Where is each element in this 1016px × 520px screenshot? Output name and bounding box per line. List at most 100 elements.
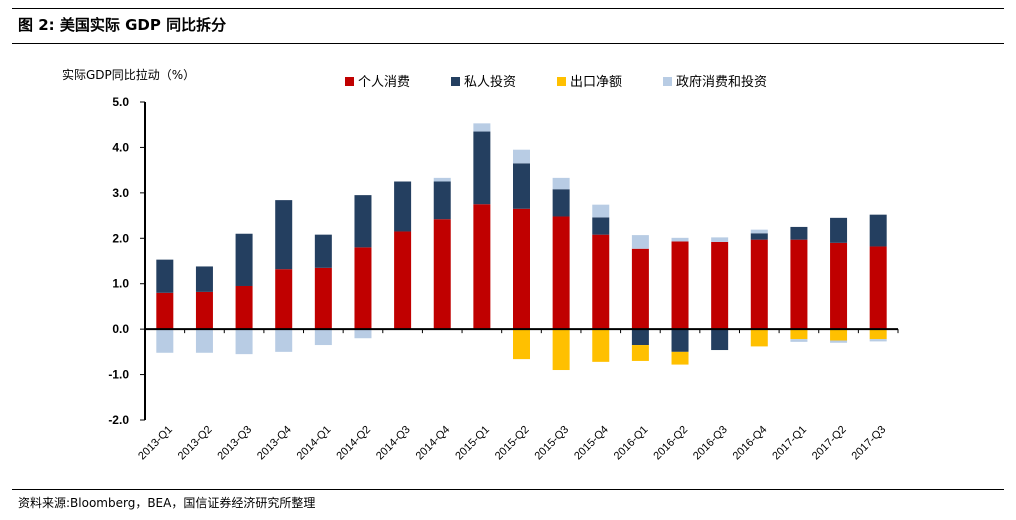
bar-segment bbox=[552, 329, 570, 371]
x-tick-label: 2013-Q3 bbox=[215, 424, 254, 463]
bar-segment bbox=[473, 123, 491, 132]
x-tick-label: 2016-Q4 bbox=[731, 424, 770, 463]
legend-label: 私人投资 bbox=[464, 74, 516, 90]
bar-segment bbox=[671, 241, 689, 330]
y-tick-label: 2.0 bbox=[112, 231, 129, 245]
bar-segment bbox=[711, 329, 729, 351]
bar-segment bbox=[592, 234, 610, 330]
bar-segment bbox=[671, 237, 689, 242]
bar-segment bbox=[750, 229, 768, 234]
x-tick-label: 2015-Q3 bbox=[532, 424, 571, 463]
bar-segment bbox=[275, 269, 293, 330]
bar-segment bbox=[156, 292, 174, 330]
bar-segment bbox=[394, 181, 412, 232]
x-tick-label: 2013-Q4 bbox=[255, 424, 294, 463]
bar-segment bbox=[314, 267, 332, 330]
bar-segment bbox=[235, 329, 253, 355]
bar-segment bbox=[314, 234, 332, 268]
bar-segment bbox=[869, 246, 887, 330]
legend-label: 政府消费和投资 bbox=[676, 74, 767, 90]
bar-segment bbox=[552, 177, 570, 190]
bar-segment bbox=[750, 239, 768, 330]
x-tick-label: 2016-Q2 bbox=[651, 424, 690, 463]
x-tick-label: 2015-Q4 bbox=[572, 424, 611, 463]
x-tick-label: 2015-Q2 bbox=[493, 424, 532, 463]
bar-segment bbox=[631, 345, 649, 361]
legend-swatch bbox=[663, 77, 672, 86]
y-tick-label: 5.0 bbox=[112, 95, 129, 109]
bar-segment bbox=[433, 177, 451, 182]
bar-segment bbox=[750, 233, 768, 240]
legend-label: 出口净额 bbox=[570, 75, 622, 90]
bar-segment bbox=[354, 195, 372, 248]
bar-segment bbox=[711, 241, 729, 330]
bar-segment bbox=[433, 219, 451, 330]
x-tick-label: 2013-Q1 bbox=[136, 424, 175, 463]
y-tick-label: 4.0 bbox=[112, 140, 129, 154]
x-tick-label: 2017-Q1 bbox=[770, 424, 809, 463]
bar-segment bbox=[195, 266, 213, 292]
bar-segment bbox=[671, 351, 689, 365]
x-tick-label: 2016-Q3 bbox=[691, 424, 730, 463]
bar-segment bbox=[869, 214, 887, 247]
chart-legend: 个人消费 私人投资 出口净额 政府消费和投资 bbox=[345, 74, 767, 90]
bar-marks bbox=[156, 123, 887, 371]
x-tick-label: 2015-Q1 bbox=[453, 424, 492, 463]
bar-segment bbox=[195, 329, 213, 353]
bar-segment bbox=[552, 216, 570, 330]
bar-segment bbox=[869, 339, 887, 342]
x-tick-label: 2014-Q3 bbox=[374, 424, 413, 463]
bar-segment bbox=[314, 329, 332, 346]
source-note: 资料来源:Bloomberg，BEA，国信证券经济研究所整理 bbox=[18, 496, 316, 510]
bar-segment bbox=[631, 248, 649, 330]
bar-segment bbox=[750, 329, 768, 347]
bar-segment bbox=[156, 259, 174, 293]
y-axis-ticks: 5.0 4.0 3.0 2.0 1.0 0.0 -1.0 -2.0 bbox=[108, 95, 145, 427]
bar-segment bbox=[869, 329, 887, 340]
title-rule bbox=[12, 43, 1004, 44]
x-tick-label: 2013-Q2 bbox=[176, 424, 215, 463]
bar-segment bbox=[671, 329, 689, 352]
bar-segment bbox=[790, 226, 808, 240]
bar-segment bbox=[275, 200, 293, 270]
bar-segment bbox=[354, 329, 372, 339]
x-tick-label: 2014-Q2 bbox=[334, 424, 373, 463]
chart-axes bbox=[144, 102, 899, 420]
y-axis-label: 实际GDP同比拉动（%） bbox=[62, 67, 195, 82]
y-tick-label: 1.0 bbox=[112, 277, 129, 291]
bar-segment bbox=[830, 329, 848, 341]
bar-segment bbox=[354, 247, 372, 330]
x-tick-label: 2014-Q4 bbox=[414, 424, 453, 463]
bar-segment bbox=[433, 181, 451, 220]
bar-segment bbox=[513, 329, 530, 360]
bar-segment bbox=[631, 329, 649, 346]
y-tick-label: 3.0 bbox=[112, 186, 129, 200]
bar-segment bbox=[235, 285, 253, 330]
bar-segment bbox=[513, 208, 530, 330]
bar-segment bbox=[275, 329, 293, 352]
legend-label: 个人消费 bbox=[358, 75, 410, 90]
bar-segment bbox=[790, 239, 808, 330]
bar-segment bbox=[631, 235, 649, 249]
legend-swatch bbox=[557, 77, 566, 86]
bar-segment bbox=[513, 163, 530, 209]
y-tick-label: -2.0 bbox=[108, 413, 129, 427]
top-rule bbox=[12, 8, 1004, 9]
bar-segment bbox=[592, 329, 610, 362]
bar-segment bbox=[156, 329, 174, 353]
x-tick-label: 2017-Q2 bbox=[810, 424, 849, 463]
x-tick-label: 2016-Q1 bbox=[612, 424, 651, 463]
bar-segment bbox=[552, 189, 570, 217]
bar-segment bbox=[592, 217, 610, 235]
bar-segment bbox=[711, 237, 729, 242]
bar-segment bbox=[830, 340, 848, 343]
bar-segment bbox=[195, 291, 213, 330]
x-axis-ticks: 2013-Q1 2013-Q2 2013-Q3 2013-Q4 2014-Q1 2014-… bbox=[136, 424, 888, 463]
bar-segment bbox=[394, 231, 412, 330]
bar-segment bbox=[592, 204, 610, 218]
footer-rule bbox=[12, 489, 1004, 490]
y-tick-label: -1.0 bbox=[108, 368, 129, 382]
bar-segment bbox=[830, 242, 848, 330]
bar-segment bbox=[473, 204, 491, 330]
